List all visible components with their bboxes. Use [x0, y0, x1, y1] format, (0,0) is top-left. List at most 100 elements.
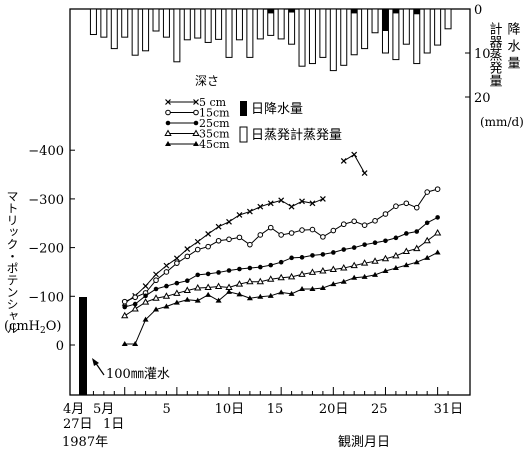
- series-35cm-point: [121, 311, 129, 319]
- series-35cm-point: [319, 266, 327, 274]
- series-45cm-point: [121, 341, 128, 347]
- series-15cm-point: [288, 230, 295, 236]
- evap-bar: [361, 8, 369, 50]
- evap-bar: [173, 8, 181, 63]
- rain-bar: [288, 9, 295, 13]
- evap-bar: [392, 8, 400, 61]
- evap-bar: [350, 8, 358, 56]
- evap-bar: [413, 8, 421, 65]
- evap-bar: [256, 8, 264, 40]
- series-15cm-point: [174, 260, 180, 266]
- series-45cm-point: [392, 265, 399, 271]
- series-15cm-point: [309, 226, 316, 233]
- series-5cm-point: [163, 262, 170, 269]
- series-15cm-point: [278, 232, 284, 238]
- series-35cm-point: [371, 257, 379, 264]
- series-45cm-point: [153, 306, 160, 312]
- series-35cm-point: [225, 283, 233, 291]
- x-axis-title: 観測月日: [338, 435, 390, 450]
- x-tick-label-2: 15: [267, 402, 284, 417]
- legend-marker-4: [193, 141, 199, 146]
- legend-rain-label: 日降水量: [251, 102, 303, 117]
- series-35cm-point: [235, 280, 244, 287]
- rain-bar: [267, 9, 274, 14]
- series-25cm-point: [299, 255, 305, 260]
- series-5cm-point: [236, 212, 243, 218]
- evap-bar: [162, 8, 170, 38]
- series-15cm-point: [247, 241, 253, 248]
- legend-marker-0: [165, 99, 171, 105]
- evap-bar: [340, 8, 348, 66]
- x-label-apr27-day: 27日: [63, 417, 93, 432]
- series-5cm-point: [194, 238, 201, 245]
- series-35cm-point: [381, 254, 390, 262]
- series-25cm-point: [404, 231, 409, 236]
- series-15cm-point: [372, 218, 378, 224]
- series-15cm-point: [299, 227, 305, 233]
- evap-bar: [329, 8, 337, 72]
- series-35cm-point: [131, 304, 139, 312]
- legend-series-label-4: 45cm: [199, 138, 230, 151]
- series-5cm-late-point: [361, 170, 368, 177]
- legend-evap-swatch: [239, 126, 248, 143]
- y-tick-label-3: −300: [28, 193, 64, 208]
- series-25cm-point: [237, 266, 242, 272]
- legend-marker-1: [193, 109, 199, 116]
- series-5cm-point: [153, 271, 159, 278]
- series-25cm-point: [351, 245, 357, 250]
- series-35cm-point: [402, 247, 410, 254]
- series-45cm-point: [309, 285, 316, 291]
- series-15cm-point: [330, 227, 337, 234]
- x-label-may1-month: 5月: [93, 402, 114, 417]
- series-25cm-point: [414, 229, 420, 234]
- series-15cm-point: [163, 269, 170, 275]
- series-15cm-point: [424, 189, 430, 195]
- series-35cm-point: [287, 272, 296, 280]
- series-25cm-point: [424, 220, 430, 226]
- series-45cm-point: [205, 291, 212, 297]
- series-45cm-point: [184, 296, 191, 302]
- series-45cm-point: [299, 285, 306, 291]
- x-tick-label-4: 25: [371, 402, 388, 417]
- legend-marker-2: [193, 120, 199, 126]
- series-35cm-point: [214, 282, 223, 290]
- series-15cm-point: [121, 298, 128, 305]
- y-tick-label-2: −200: [28, 242, 64, 257]
- series-25cm-point: [153, 286, 159, 292]
- series-5cm-point: [257, 203, 264, 210]
- evap-bar: [288, 8, 296, 45]
- series-25cm-point: [320, 252, 326, 257]
- legend-marker-0: [193, 99, 199, 105]
- series-25cm-point: [122, 304, 128, 310]
- series-25cm-point: [195, 272, 201, 278]
- series-15cm-point: [382, 211, 389, 217]
- rain-bar: [413, 9, 420, 15]
- series-5cm-point: [309, 200, 316, 207]
- series-25cm-point: [435, 215, 440, 220]
- series-15cm-point: [393, 203, 399, 210]
- series-25cm-point: [164, 283, 169, 289]
- x-label-apr27-month: 4月: [63, 402, 84, 417]
- series-5cm-point: [267, 200, 274, 207]
- series-35cm-point: [152, 294, 160, 301]
- series-25cm-point: [226, 268, 232, 273]
- evap-bar: [110, 8, 118, 50]
- series-5cm-point: [215, 223, 222, 230]
- series-25cm-point: [174, 280, 180, 286]
- y-axis-unit: (cmH2O): [4, 319, 62, 336]
- series-5cm-point: [142, 283, 149, 289]
- evap-bar: [225, 8, 233, 58]
- y-tick-label-4: −400: [28, 144, 64, 159]
- series-45cm-point: [278, 289, 285, 295]
- series-45cm-line: [124, 252, 438, 345]
- right-tick-label-2: 20: [474, 91, 491, 106]
- series-45cm-point: [372, 271, 379, 277]
- series-45cm-point: [330, 281, 337, 287]
- series-45cm-point: [288, 290, 295, 296]
- series-25cm-point: [258, 264, 263, 270]
- series-15cm-point: [434, 186, 441, 192]
- series-25cm-point: [268, 262, 274, 268]
- series-5cm-late-point: [351, 151, 358, 158]
- series-35cm-point: [350, 261, 358, 269]
- series-5cm-point: [278, 197, 285, 204]
